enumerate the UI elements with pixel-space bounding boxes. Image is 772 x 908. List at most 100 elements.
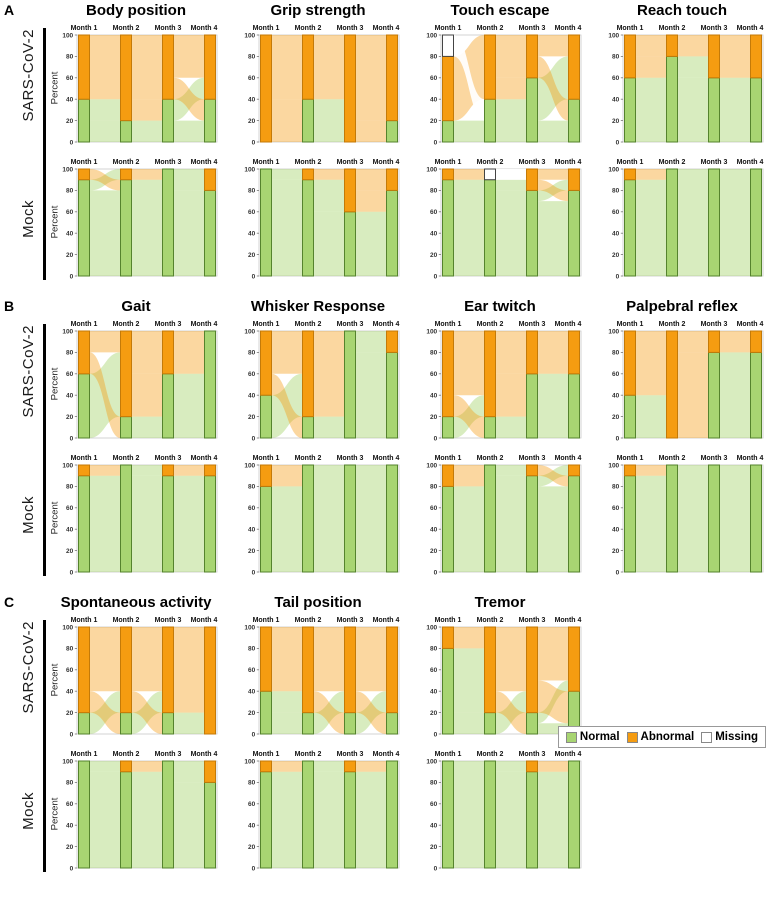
y-tick-label: 40 [612,231,620,238]
bar-segment-o [260,626,272,692]
y-tick-label: 80 [248,54,256,61]
legend-label-missing: Missing [715,731,758,743]
y-tick-label: 40 [248,823,256,830]
flow-ribbon-g-to-o [355,331,387,353]
plot-area [440,760,582,869]
flow-ribbon-o-to-g [355,691,387,734]
flow-ribbon-o-to-g [355,120,387,142]
month-label: Month 4 [555,321,582,328]
y-tick-label: 40 [248,689,256,696]
flow-ribbon-g-to-g [453,179,485,276]
plot-area [622,168,764,277]
plot-area [76,626,218,735]
y-tick-label: 0 [434,731,438,738]
bar-segment-g [204,475,216,573]
y-tick-label: 0 [252,865,256,872]
bar-segment-g [162,373,174,439]
y-axis-label: Percent [51,663,61,696]
bar-segment-o [78,330,90,375]
y-tick-label: 0 [70,435,74,442]
y-tick-label: 80 [430,54,438,61]
bar-segment-g [302,416,314,439]
bar-segment-g [708,77,720,143]
chart-mock-col-3: 0 20 40 60 80 100 Month 1 Month 2 Month 3 Month 4 [415,156,585,282]
bar-segment-g [526,373,538,439]
y-tick-label: 40 [430,393,438,400]
y-tick-label: 80 [66,646,74,653]
flow-ribbon-g-to-g [355,771,387,868]
bar-segment-g [260,485,272,573]
month-label: Month 1 [617,455,644,462]
bar-segment-o [568,34,580,100]
row-group-label-sars-cov-2: SARS-CoV-2 [19,620,37,714]
flow-ribbon-g-to-g [271,179,303,276]
month-label: Month 1 [617,159,644,166]
month-label: Month 2 [477,321,504,328]
bar-segment-o [344,760,356,773]
y-tick-label: 20 [248,118,256,125]
y-tick-label: 100 [244,758,255,765]
bar-segment-g [78,712,90,735]
bar-segment-g [442,120,454,143]
bar-segment-g [162,760,174,869]
flow-ribbon-g-to-g [719,77,751,142]
month-label: Month 1 [617,25,644,32]
bar-segment-o [204,760,216,783]
y-tick-label: 20 [248,548,256,555]
panel-letter-b: B [4,298,15,314]
month-label: Month 3 [519,455,546,462]
y-tick-label: 80 [430,188,438,195]
y-tick-label: 80 [66,484,74,491]
y-tick-label: 80 [612,54,620,61]
flow-ribbon-g-to-o [537,179,569,202]
bar-segment-o [526,330,538,375]
y-tick-label: 80 [248,484,256,491]
bar-segment-o [484,626,496,714]
chart-reach-touch: Reach touch 0 20 40 60 80 100 Month 1 Month 2 Mon… [597,2,767,148]
bar-segment-o [624,330,636,396]
flow-ribbon-g-to-g [495,99,527,142]
month-label: Month 3 [519,25,546,32]
bar-segment-w [484,168,496,181]
bar-segment-g [666,168,678,277]
month-label: Month 3 [701,455,728,462]
month-label: Month 1 [71,159,98,166]
y-tick-label: 40 [248,231,256,238]
flow-ribbon-o-to-g [537,56,569,121]
month-label: Month 4 [373,617,400,624]
y-axis-label: Percent [51,205,61,238]
flow-ribbon-g-to-g [173,120,205,142]
flow-ribbon-g-to-g [131,416,163,438]
y-tick-label: 100 [62,166,73,173]
bar-segment-o [442,330,454,418]
bar-segment-g [204,98,216,143]
missing-swatch [701,731,713,743]
chart-mock-col-2: 0 20 40 60 80 100 Month 1 Month 2 Month 3 Month 4 [233,156,403,282]
month-label: Month 2 [113,321,140,328]
flow-ribbon-g-to-g [537,201,569,276]
month-label: Month 1 [435,617,462,624]
bar-segment-g [344,330,356,439]
bar-segment-g [302,712,314,735]
y-axis-label: Percent [51,797,61,830]
y-tick-label: 20 [430,710,438,717]
y-tick-label: 100 [608,166,619,173]
y-tick-label: 0 [434,569,438,576]
month-label: Month 4 [373,455,400,462]
flow-ribbon-g-to-o [495,179,527,191]
bar-segment-o [344,168,356,213]
flow-ribbon-g-to-g [453,486,485,572]
bar-segment-o [120,330,132,418]
chart-spontaneous-activity: Spontaneous activity 0 20 40 60 80 100 Month 1 M… [51,594,221,740]
bar-segment-o [442,168,454,181]
month-label: Month 3 [337,617,364,624]
y-tick-label: 60 [430,505,438,512]
bar-segment-g [78,98,90,143]
bar-segment-g [526,771,538,869]
